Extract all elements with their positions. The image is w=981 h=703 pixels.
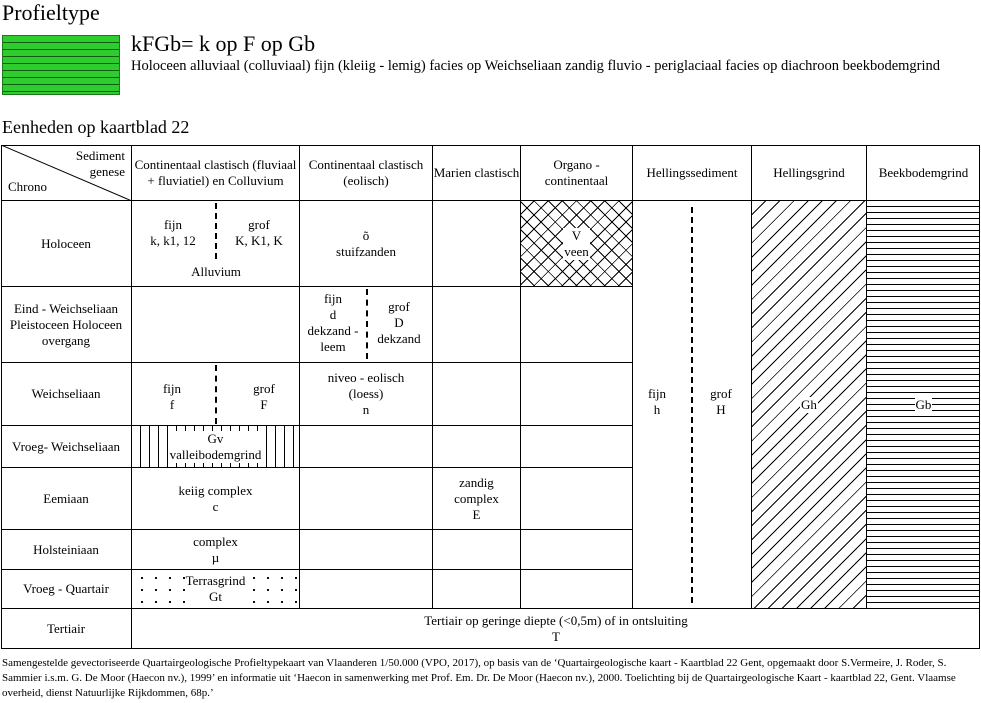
cell-vroegw-marien	[433, 426, 521, 468]
cell-weichseliaan-organo	[521, 363, 633, 426]
units-table: Sediment genese Chrono Continentaal clas…	[1, 145, 980, 649]
corner-diagonal	[1, 145, 132, 201]
cell-holsteiniaan-fluviaal: complex µ	[132, 530, 300, 570]
col-header-beekbodemgrind: Beekbodemgrind	[867, 145, 980, 201]
cell-weichseliaan-marien	[433, 363, 521, 426]
cell-weichseliaan-eolisch: niveo - eolisch (loess) n	[300, 363, 433, 426]
corner-cell: Sediment genese Chrono	[1, 145, 132, 201]
cell-holoceen-marien	[433, 201, 521, 287]
col-header-fluviaal: Continentaal clastisch (fluviaal + fluvi…	[132, 145, 300, 201]
col-header-eolisch: Continentaal clastisch (eolisch)	[300, 145, 433, 201]
cell-holoceen-fluviaal: fijn k, k1, 12 grof K, K1, K Alluvium	[132, 201, 300, 287]
holo-alluvium-label: Alluvium	[191, 264, 241, 279]
row-header-vroeg-weichseliaan: Vroeg- Weichseliaan	[1, 426, 132, 468]
row-header-holoceen: Holoceen	[1, 201, 132, 287]
page-title: Profieltype	[2, 0, 100, 25]
cell-holsteiniaan-eolisch	[300, 530, 433, 570]
cell-eemiaan-organo	[521, 468, 633, 530]
cell-eemiaan-eolisch	[300, 468, 433, 530]
weich-grof-label: grof F	[253, 381, 275, 412]
helling-fijn-label: fijn h	[647, 386, 667, 417]
cell-weichseliaan-fluviaal: fijn f grof F	[132, 363, 300, 426]
divider-dashed	[215, 365, 217, 424]
row-header-eemiaan: Eemiaan	[1, 468, 132, 530]
cell-hellingssediment: fijn h grof H	[633, 201, 752, 609]
veen-label: V veen	[563, 227, 590, 260]
legend-code: kFGb= k op F op Gb	[131, 31, 316, 56]
row-header-eind-weichseliaan: Eind - Weichseliaan Pleistoceen Holoceen…	[1, 287, 132, 363]
legend-swatch	[2, 35, 120, 95]
holo-fijn-label: fijn k, k1, 12	[150, 217, 196, 248]
gh-label: Gh	[800, 396, 818, 413]
legend-description: Holoceen alluviaal (colluviaal) fijn (kl…	[131, 58, 941, 74]
cell-holsteiniaan-marien	[433, 530, 521, 570]
units-title: Eenheden op kaartblad 22	[2, 117, 190, 137]
cell-eemiaan-fluviaal: keiig complex c	[132, 468, 300, 530]
row-header-tertiair: Tertiair	[1, 609, 132, 649]
corner-chrono-label: Chrono	[8, 179, 47, 194]
gv-label: Gv valleibodemgrind	[168, 430, 263, 463]
cell-eind-marien	[433, 287, 521, 363]
divider-dashed	[366, 289, 368, 359]
cell-eind-eolisch: fijn d dekzand - leem grof D dekzand	[300, 287, 433, 363]
gb-label: Gb	[914, 396, 933, 413]
eind-grof-label: grof D dekzand	[377, 299, 421, 346]
divider-dashed	[215, 203, 217, 259]
cell-vroegw-eolisch	[300, 426, 433, 468]
cell-holoceen-eolisch: õ stuifzanden	[300, 201, 433, 287]
cell-vroegw-organo	[521, 426, 633, 468]
cell-vroegw-valleibodemgrind: Gv valleibodemgrind	[132, 426, 300, 468]
helling-grof-label: grof H	[710, 386, 732, 417]
row-header-holsteiniaan: Holsteiniaan	[1, 530, 132, 570]
col-header-marien: Marien clastisch	[433, 145, 521, 201]
cell-vroegq-organo	[521, 570, 633, 609]
cell-tertiair: Tertiair op geringe diepte (<0,5m) of in…	[424, 613, 688, 644]
footnote: Samengestelde gevectoriseerde Quartairge…	[2, 657, 956, 699]
cell-beekbodemgrind: Gb	[867, 201, 980, 609]
col-header-organo: Organo - continentaal	[521, 145, 633, 201]
terrasgrind-label: Terrasgrind Gt	[184, 573, 247, 605]
weich-fijn-label: fijn f	[162, 381, 182, 412]
cell-vroegq-eolisch	[300, 570, 433, 609]
divider-dashed	[691, 207, 693, 603]
corner-sediment-label: Sediment genese	[75, 148, 125, 179]
row-header-vroeg-quartair: Vroeg - Quartair	[1, 570, 132, 609]
cell-hellingsgrind: Gh	[752, 201, 867, 609]
cell-holsteiniaan-organo	[521, 530, 633, 570]
col-header-hellingssediment: Hellingssediment	[633, 145, 752, 201]
eind-fijn-label: fijn d dekzand - leem	[307, 291, 359, 354]
cell-vroegq-marien	[433, 570, 521, 609]
cell-vroegq-terrasgrind: Terrasgrind Gt	[132, 570, 300, 609]
row-header-weichseliaan: Weichseliaan	[1, 363, 132, 426]
cell-holoceen-veen: V veen	[521, 201, 633, 287]
cell-eemiaan-marien: zandig complex E	[433, 468, 521, 530]
cell-eind-fluviaal	[132, 287, 300, 363]
holo-grof-label: grof K, K1, K	[235, 217, 283, 248]
col-header-hellingsgrind: Hellingsgrind	[752, 145, 867, 201]
cell-eind-organo	[521, 287, 633, 363]
